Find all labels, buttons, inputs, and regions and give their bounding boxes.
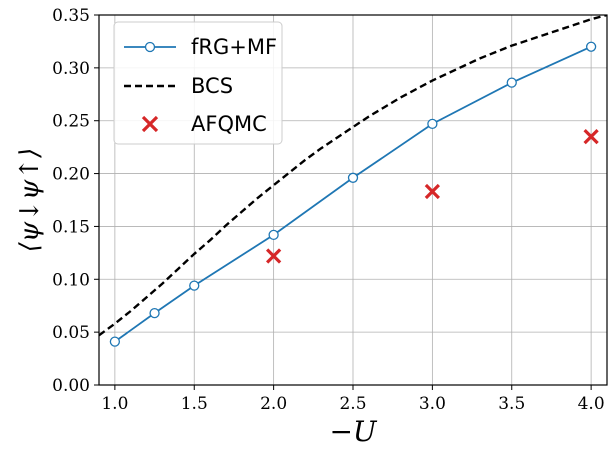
x-tick-label: 4.0 bbox=[578, 394, 605, 414]
data-point-afqmc bbox=[265, 248, 282, 264]
y-tick-label: 0.25 bbox=[52, 112, 90, 132]
data-point-frg-mf bbox=[347, 172, 359, 183]
legend-entry-frg-mf: fRG+MF bbox=[124, 35, 277, 59]
series-line-bcs bbox=[99, 15, 607, 337]
x-tick-label: 3.0 bbox=[419, 394, 446, 414]
x-tick-label: 1.5 bbox=[181, 394, 208, 414]
data-point-frg-mf bbox=[149, 307, 160, 319]
legend-entry-bcs: BCS bbox=[124, 74, 233, 98]
y-tick-label: 0.00 bbox=[52, 376, 90, 396]
grid bbox=[99, 14, 607, 386]
data-point-frg-mf bbox=[189, 280, 200, 291]
y-tick-label: 0.30 bbox=[52, 59, 90, 79]
series-line-frg-mf bbox=[114, 45, 592, 343]
legend: fRG+MF BCS AFQMC bbox=[113, 21, 283, 145]
legend-box bbox=[113, 21, 283, 145]
legend-label-bcs: BCS bbox=[191, 74, 233, 98]
plot-frame bbox=[98, 14, 608, 386]
data-point-frg-mf bbox=[427, 118, 438, 130]
y-tick-label: 0.15 bbox=[52, 217, 90, 237]
x-tick-label: 2.5 bbox=[339, 394, 366, 414]
data-point-frg-mf bbox=[109, 336, 121, 347]
y-axis-ticks: 0.00 0.05 0.10 0.15 0.20 0.25 0.30 0.35 bbox=[52, 6, 99, 396]
x-axis-ticks: 1.0 1.5 2.0 2.5 3.0 3.5 4.0 bbox=[101, 385, 605, 414]
legend-marker-frg-mf bbox=[144, 41, 156, 53]
legend-label-frg-mf: fRG+MF bbox=[191, 35, 277, 59]
data-point-frg-mf bbox=[585, 41, 597, 52]
x-axis-label: −U bbox=[329, 415, 377, 448]
x-tick-label: 2.0 bbox=[260, 394, 287, 414]
y-tick-label: 0.20 bbox=[52, 165, 90, 185]
y-tick-label: 0.10 bbox=[52, 270, 90, 290]
data-point-frg-mf bbox=[506, 77, 517, 88]
legend-label-afqmc: AFQMC bbox=[191, 112, 267, 136]
data-point-afqmc bbox=[424, 183, 441, 200]
legend-entry-afqmc: AFQMC bbox=[141, 112, 267, 136]
x-tick-label: 1.0 bbox=[101, 394, 128, 414]
data-point-frg-mf bbox=[268, 229, 279, 241]
y-axis-label: ⟨ψ↓ψ↑⟩ bbox=[15, 148, 45, 253]
legend-marker-afqmc bbox=[141, 115, 159, 133]
series-layer bbox=[99, 15, 607, 347]
x-tick-label: 3.5 bbox=[498, 394, 525, 414]
y-tick-label: 0.05 bbox=[52, 323, 90, 343]
data-point-afqmc bbox=[583, 128, 599, 145]
y-tick-label: 0.35 bbox=[52, 6, 90, 26]
